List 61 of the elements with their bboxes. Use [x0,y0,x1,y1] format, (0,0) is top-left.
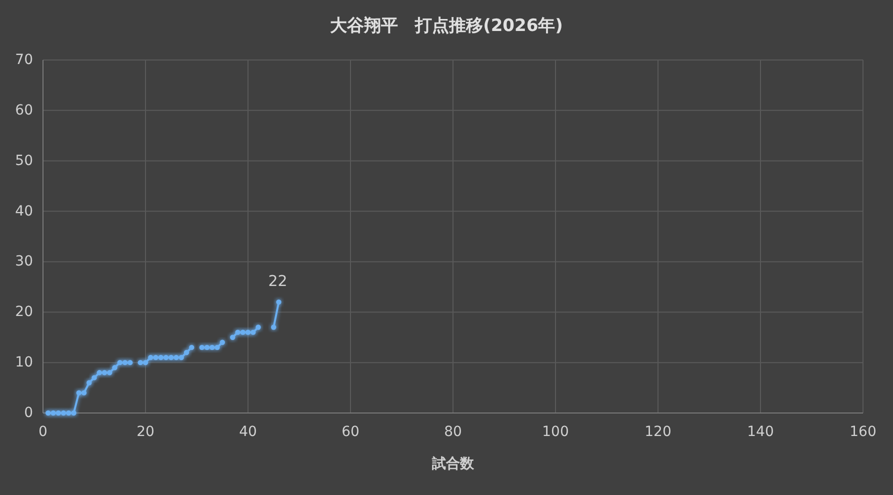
point [256,324,261,330]
x-tick-label: 80 [444,424,462,440]
x-axis-title: 試合数 [431,455,475,472]
y-tick-label: 70 [15,52,33,68]
point [112,365,118,370]
y-tick-label: 40 [15,203,33,220]
x-tick-label: 60 [342,424,360,440]
point [138,360,143,366]
point [107,370,112,376]
point [81,390,87,396]
y-tick-label: 50 [15,152,33,169]
point [66,410,72,416]
x-tick-label: 40 [239,424,257,440]
x-tick-label: 100 [542,424,569,440]
point [60,410,66,416]
y-tick-label: 0 [24,405,33,421]
point [276,299,282,305]
point [235,330,240,335]
point [178,354,184,360]
point [153,354,158,360]
point [46,410,51,416]
y-tick-label: 30 [15,254,33,270]
y-tick-label: 20 [15,304,33,320]
point [86,380,92,386]
point [240,330,246,335]
y-tick-label: 60 [15,102,33,118]
x-tick-label: 160 [850,424,876,440]
point [148,354,154,360]
point [189,344,194,350]
point [50,410,56,416]
x-tick-label: 140 [747,424,774,440]
y-tick-label: 10 [15,354,33,371]
point [174,354,179,360]
point [92,375,97,380]
point [168,354,174,360]
data-label: 22 [268,272,288,290]
point [210,344,215,350]
point [199,344,204,350]
point [245,330,251,335]
point [271,324,276,330]
point [204,344,210,350]
point [184,350,190,356]
chart-title: 大谷翔平 打点推移(2026年) [330,16,563,36]
point [163,354,169,360]
point [128,360,133,366]
point [71,410,76,416]
point [230,334,236,340]
x-tick-label: 120 [644,424,672,440]
point [122,360,128,366]
x-tick-label: 0 [38,424,48,440]
point [117,360,122,366]
point [56,410,61,416]
point [76,390,82,396]
point [96,370,102,376]
x-tick-label: 20 [136,424,154,440]
point [102,370,108,376]
point [250,330,256,335]
point [220,340,225,345]
point [214,344,220,350]
point [158,354,164,360]
point [142,360,148,366]
